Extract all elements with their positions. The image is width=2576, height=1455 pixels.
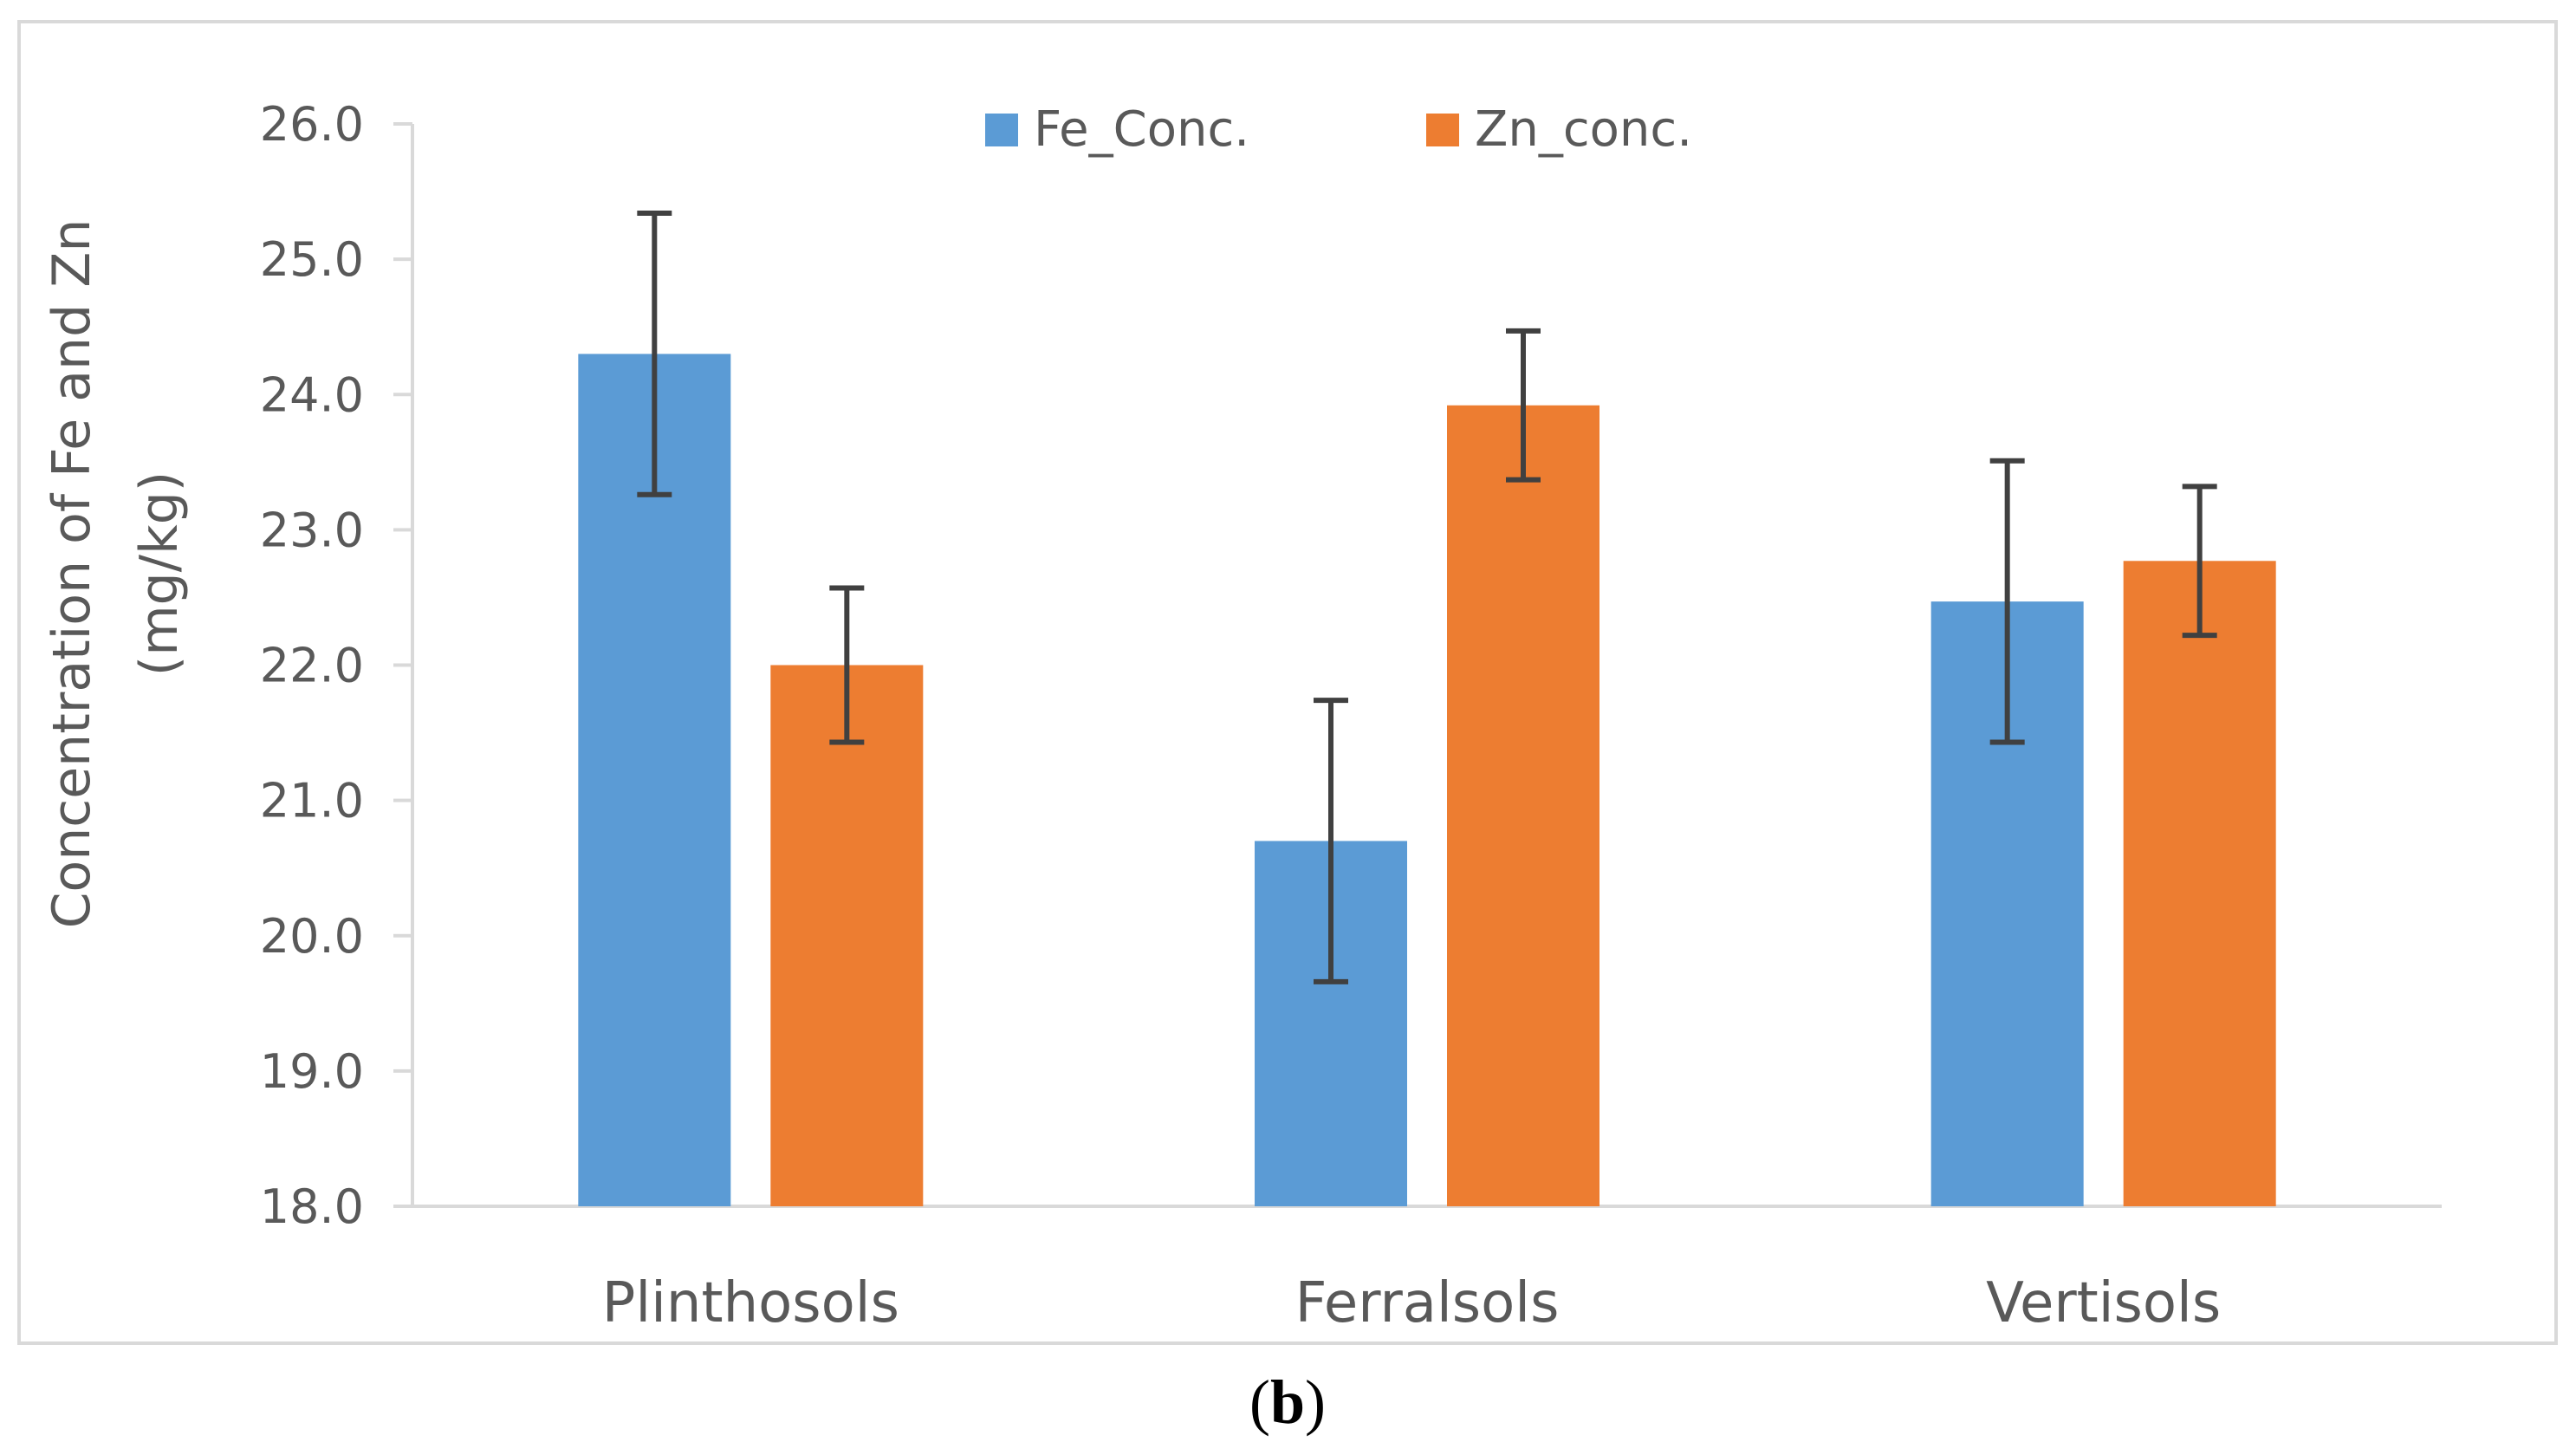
- x-category-label: Ferralsols: [1295, 1271, 1560, 1335]
- legend: Fe_Conc. Zn_conc.: [985, 101, 1692, 158]
- error-bars-group: [637, 211, 2217, 984]
- legend-label-fe: Fe_Conc.: [1034, 101, 1249, 158]
- bars-group: [578, 354, 2276, 1207]
- figure-caption: (b): [1249, 1367, 1326, 1437]
- bar-zn-vertisols: [2123, 561, 2276, 1206]
- y-tick-label: 26.0: [260, 97, 364, 152]
- y-tick-label: 22.0: [260, 639, 364, 693]
- y-tick-label: 24.0: [260, 367, 364, 422]
- caption-letter: b: [1270, 1367, 1305, 1437]
- legend-label-zn: Zn_conc.: [1475, 101, 1692, 158]
- legend-swatch-zn: [1426, 114, 1459, 146]
- y-tick-label: 20.0: [260, 909, 364, 964]
- bar-zn-ferralsols: [1447, 405, 1599, 1206]
- x-category-label: Plinthosols: [602, 1271, 899, 1335]
- y-tick-label: 21.0: [260, 774, 364, 828]
- x-category-label: Vertisols: [1986, 1271, 2221, 1335]
- y-tick-label: 23.0: [260, 503, 364, 557]
- y-axis-ticks: 18.0 19.0 20.0 21.0 22.0 23.0 24.0 25.0 26.0: [260, 97, 412, 1234]
- y-axis-title: Concentration of Fe and Zn: [42, 219, 102, 929]
- bar-zn-plinthosols: [770, 665, 924, 1206]
- y-tick-label: 19.0: [260, 1044, 364, 1099]
- y-axis-title-unit: (mg/kg): [129, 471, 190, 676]
- y-tick-label: 18.0: [260, 1179, 364, 1234]
- y-tick-label: 25.0: [260, 232, 364, 287]
- legend-swatch-fe: [985, 114, 1018, 146]
- caption-close: ): [1305, 1367, 1326, 1437]
- caption-open: (: [1249, 1367, 1270, 1437]
- category-labels: Plinthosols Ferralsols Vertisols: [602, 1271, 2221, 1335]
